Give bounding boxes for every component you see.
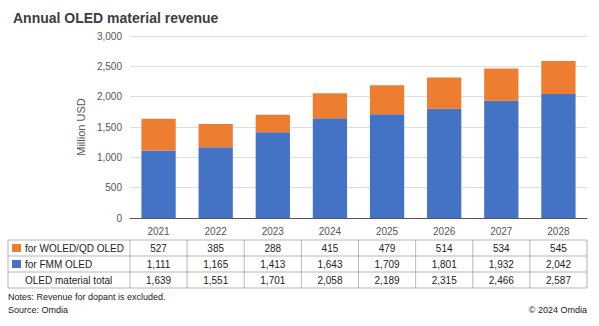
svg-text:1,701: 1,701: [260, 275, 285, 286]
svg-text:1,500: 1,500: [97, 122, 122, 133]
svg-text:288: 288: [264, 243, 281, 254]
svg-text:1,413: 1,413: [260, 259, 285, 270]
svg-text:© 2024 Omdia: © 2024 Omdia: [529, 305, 587, 315]
svg-text:2,587: 2,587: [546, 275, 571, 286]
svg-text:1,801: 1,801: [432, 259, 457, 270]
svg-text:for WOLED/QD OLED: for WOLED/QD OLED: [25, 243, 124, 254]
svg-text:1,709: 1,709: [375, 259, 400, 270]
svg-text:2027: 2027: [490, 226, 513, 237]
svg-text:2025: 2025: [376, 226, 399, 237]
svg-text:527: 527: [150, 243, 167, 254]
svg-text:415: 415: [322, 243, 339, 254]
svg-text:385: 385: [207, 243, 224, 254]
svg-text:2,058: 2,058: [317, 275, 342, 286]
svg-text:545: 545: [550, 243, 567, 254]
svg-text:1,551: 1,551: [203, 275, 228, 286]
svg-text:479: 479: [379, 243, 396, 254]
svg-text:0: 0: [116, 213, 122, 224]
svg-text:2,042: 2,042: [546, 259, 571, 270]
svg-text:OLED material total: OLED material total: [25, 275, 112, 286]
svg-text:2028: 2028: [547, 226, 570, 237]
svg-text:Notes: Revenue for dopant is e: Notes: Revenue for dopant is excluded.: [8, 292, 166, 302]
svg-text:Annual OLED material revenue: Annual OLED material revenue: [13, 10, 219, 26]
svg-text:2024: 2024: [319, 226, 342, 237]
svg-text:Source: Omdia: Source: Omdia: [8, 305, 68, 315]
svg-text:2022: 2022: [205, 226, 228, 237]
svg-text:1,932: 1,932: [489, 259, 514, 270]
svg-text:1,165: 1,165: [203, 259, 228, 270]
svg-text:for FMM OLED: for FMM OLED: [25, 259, 92, 270]
svg-text:Million USD: Million USD: [75, 98, 87, 156]
svg-text:1,000: 1,000: [97, 152, 122, 163]
svg-text:2021: 2021: [147, 226, 170, 237]
svg-text:2026: 2026: [433, 226, 456, 237]
svg-text:2,315: 2,315: [432, 275, 457, 286]
svg-text:1,643: 1,643: [317, 259, 342, 270]
svg-text:2,500: 2,500: [97, 61, 122, 72]
svg-text:2,466: 2,466: [489, 275, 514, 286]
svg-text:2,000: 2,000: [97, 91, 122, 102]
svg-text:2,189: 2,189: [375, 275, 400, 286]
svg-text:1,639: 1,639: [146, 275, 171, 286]
svg-text:2023: 2023: [262, 226, 285, 237]
svg-text:1,111: 1,111: [147, 259, 171, 270]
svg-text:3,000: 3,000: [97, 31, 122, 42]
svg-text:534: 534: [493, 243, 510, 254]
svg-text:514: 514: [436, 243, 453, 254]
svg-text:500: 500: [105, 182, 122, 193]
